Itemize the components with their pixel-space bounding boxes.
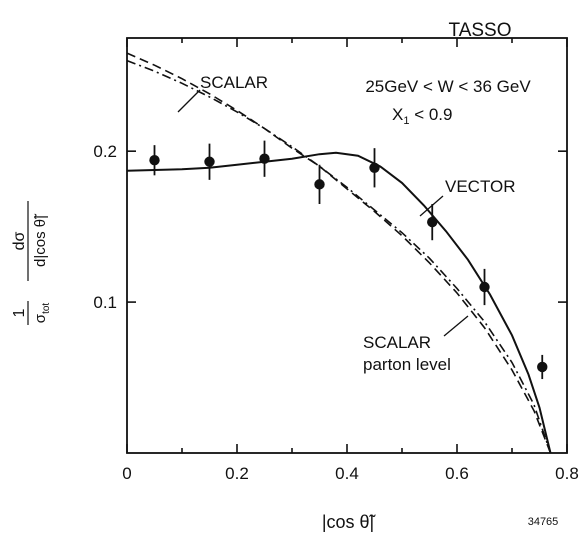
vector-label: VECTOR (445, 177, 516, 196)
scalar-curve (126, 52, 552, 454)
experiment-label: TASSO (449, 20, 512, 41)
data-point (369, 162, 380, 173)
y-axis-label-numerator: dσ (11, 231, 28, 250)
data-point (314, 179, 325, 190)
x-tick-label: 0 (122, 464, 131, 483)
data-point (259, 153, 270, 164)
data-point (479, 281, 490, 293)
y-tick-label: 0.1 (93, 293, 117, 312)
plot-frame (126, 37, 568, 454)
condition-x1: X1 < 0.9 (392, 105, 452, 127)
data-point (149, 155, 160, 166)
condition-energy: 25GeV < W < 36 GeV (365, 77, 531, 96)
x-axis-label: |cos θ̃| (322, 512, 377, 532)
scalar-parton-curve (126, 59, 552, 454)
y-axis-label-denominator: d|cos θ̃| (32, 213, 49, 267)
y-axis-label: 1 σtot dσ d|cos θ̃| (11, 201, 52, 325)
figure-number: 34765 (528, 516, 559, 528)
y-axis-label-sigma-tot: σtot (32, 303, 52, 324)
scalar-parton-label: parton level (363, 355, 451, 374)
scalar-parton-label-leader (443, 315, 469, 337)
vector-curve (126, 151, 552, 454)
x-tick-label: 0.8 (555, 464, 579, 483)
x-tick-label: 0.4 (335, 464, 359, 483)
scalar-label: SCALAR (200, 73, 268, 92)
x-tick-label: 0.2 (225, 464, 249, 483)
plot-area: 0 0.2 0.4 0.6 0.8 0.1 0.2 VECTOR SCALAR SCALAR par… (93, 37, 579, 483)
data-point (427, 216, 438, 228)
data-point (537, 361, 548, 373)
scalar-parton-label: SCALAR (363, 333, 431, 352)
scalar-label-leader (177, 89, 201, 113)
y-axis-label-prefix: 1 (11, 308, 28, 317)
x-tick-label: 0.6 (445, 464, 469, 483)
y-tick-label: 0.2 (93, 142, 117, 161)
data-point (204, 156, 215, 167)
